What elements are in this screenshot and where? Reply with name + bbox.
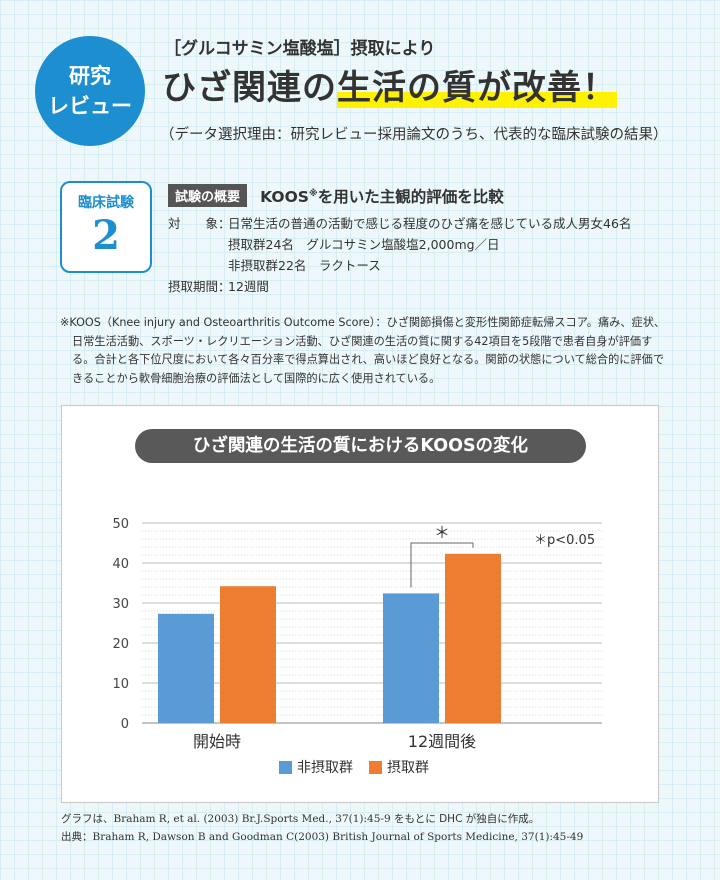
chart-legend: 非摂取群 摂取群 bbox=[279, 757, 445, 777]
footer-line2-cite: Braham R, Dawson B and Goodman C(2003) B… bbox=[92, 831, 584, 843]
group2-row: 非摂取群22名 ラクトース bbox=[228, 258, 381, 273]
y-tick-label: 40 bbox=[112, 557, 129, 572]
data-selection-reason: （データ選択理由：研究レビュー採用論文のうち、代表的な臨床試験の結果） bbox=[160, 127, 668, 143]
subject-row: 対 象： 日常生活の普通の活動で感じる程度のひざ痛を感じている成人男女46名 bbox=[168, 213, 631, 234]
x-category-label: 開始時 bbox=[193, 732, 241, 751]
legend-swatch-intake bbox=[369, 760, 382, 774]
overview-title-rest: を用いた主観的評価を比較 bbox=[317, 187, 504, 206]
badge-line2: レビュー bbox=[48, 94, 132, 118]
overview-title-mark: ※ bbox=[308, 188, 318, 199]
period-row: 摂取期間： 12週間 bbox=[168, 276, 631, 297]
legend-label-intake: 摂取群 bbox=[387, 760, 429, 776]
clinical-trial-box: 臨床試験 2 bbox=[60, 181, 152, 273]
significance-bracket bbox=[410, 542, 474, 588]
trial-overview: 試験の概要 KOOS※を用いた主観的評価を比較 bbox=[168, 184, 504, 207]
bar-intake-0 bbox=[220, 586, 276, 723]
y-tick-label: 30 bbox=[112, 597, 129, 612]
chart-title: ひざ関連の生活の質におけるKOOSの変化 bbox=[135, 429, 586, 463]
footer-line1-cite: Braham R, et al. (2003) Br.J.Sports Med.… bbox=[113, 813, 391, 825]
trial-details: 対 象： 日常生活の普通の活動で感じる程度のひざ痛を感じている成人男女46名 摂… bbox=[168, 213, 631, 297]
footer-line1-lead: グラフは、 bbox=[61, 813, 114, 825]
overview-title: KOOS※を用いた主観的評価を比較 bbox=[260, 185, 504, 207]
footer-line2: 出典：Braham R, Dawson B and Goodman C(2003… bbox=[61, 828, 583, 846]
subject-key: 対 象： bbox=[168, 216, 231, 231]
subject-value: 日常生活の普通の活動で感じる程度のひざ痛を感じている成人男女46名 bbox=[228, 216, 632, 231]
koos-bar-chart: 0 10 20 30 40 50 開始時 12週間後 ＊ ＊p<0.05 bbox=[112, 517, 602, 751]
subtitle: ［グルコサミン塩酸塩］摂取により bbox=[164, 39, 436, 59]
period-value: 12週間 bbox=[228, 279, 269, 294]
y-tick-label: 0 bbox=[121, 717, 129, 732]
research-review-badge: 研究 レビュー bbox=[35, 36, 145, 146]
headline-pre: ひざ関連の bbox=[162, 68, 337, 108]
legend-label-non-intake: 非摂取群 bbox=[297, 760, 353, 776]
source-footer: グラフは、Braham R, et al. (2003) Br.J.Sports… bbox=[61, 810, 583, 846]
group1-row: 摂取群24名 グルコサミン塩酸塩2,000mg／日 bbox=[228, 237, 500, 252]
legend-item-non-intake: 非摂取群 bbox=[279, 757, 353, 777]
footer-line1: グラフは、Braham R, et al. (2003) Br.J.Sports… bbox=[61, 810, 583, 828]
legend-swatch-non-intake bbox=[279, 760, 292, 774]
significance-note: ＊p<0.05 bbox=[534, 533, 595, 548]
badge-line1: 研究 bbox=[69, 64, 111, 88]
x-category-label: 12週間後 bbox=[408, 732, 476, 751]
overview-tag: 試験の概要 bbox=[168, 184, 248, 207]
bar-non-intake-1 bbox=[383, 593, 439, 723]
y-tick-label: 50 bbox=[112, 517, 129, 532]
bar-intake-1 bbox=[445, 553, 501, 723]
period-key: 摂取期間： bbox=[168, 279, 231, 294]
trial-label: 臨床試験 bbox=[78, 195, 134, 211]
chart-panel: ひざ関連の生活の質におけるKOOSの変化 0 10 20 30 40 50 開始時 12週間後… bbox=[61, 405, 659, 803]
y-tick-label: 20 bbox=[112, 637, 129, 652]
trial-number: 2 bbox=[92, 212, 120, 259]
koos-note: ※KOOS（Knee injury and Osteoarthritis Out… bbox=[60, 316, 666, 385]
legend-item-intake: 摂取群 bbox=[369, 757, 429, 777]
significance-star: ＊ bbox=[434, 523, 450, 542]
headline: ひざ関連の生活の質が改善！ bbox=[162, 60, 617, 109]
headline-highlight: 生活の質が改善！ bbox=[337, 68, 617, 108]
footer-line1-tail: をもとに DHC が独自に作成。 bbox=[390, 813, 540, 825]
y-tick-label: 10 bbox=[112, 677, 129, 692]
overview-title-koos: KOOS bbox=[260, 187, 309, 206]
footer-line2-lead: 出典： bbox=[61, 831, 93, 843]
bar-non-intake-0 bbox=[158, 613, 214, 723]
